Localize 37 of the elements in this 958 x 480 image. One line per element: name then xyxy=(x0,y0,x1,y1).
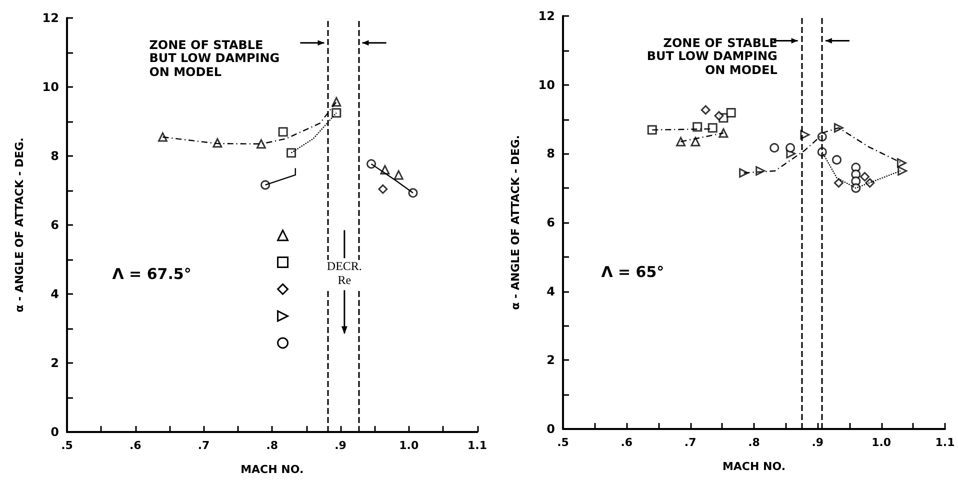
x-tick-label: .9 xyxy=(812,436,824,449)
x-tick-label: .5 xyxy=(61,439,73,452)
x-tick-label: .8 xyxy=(748,436,760,449)
x-tick-label: .5 xyxy=(557,436,569,449)
x-tick-label: 1.1 xyxy=(935,436,955,449)
y-tick-label: 10 xyxy=(42,80,59,94)
x-axis-title: MACH NO. xyxy=(722,460,786,473)
annotation: Λ = 67.5° xyxy=(112,265,192,284)
x-tick-label: .6 xyxy=(620,436,633,449)
y-tick-label: 12 xyxy=(538,9,555,23)
y-tick-label: 2 xyxy=(546,353,555,368)
x-tick-label: .9 xyxy=(334,439,346,452)
x-axis-title: MACH NO. xyxy=(240,463,304,476)
y-tick-label: 4 xyxy=(50,287,59,301)
annotation: ZONE OF STABLE BUT LOW DAMPING ON MODEL xyxy=(646,36,778,78)
y-tick-label: 10 xyxy=(538,78,555,92)
x-tick-label: .7 xyxy=(684,436,696,449)
y-tick-label: 12 xyxy=(42,11,59,25)
annotation: DECR. Re xyxy=(326,259,362,288)
x-tick-label: 1.0 xyxy=(399,439,419,452)
x-tick-label: 1.0 xyxy=(872,436,892,449)
annotation: Λ = 65° xyxy=(601,262,664,282)
annotation: ZONE OF STABLE BUT LOW DAMPING ON MODEL xyxy=(149,38,280,80)
y-axis-title: α - ANGLE OF ATTACK - DEG. xyxy=(13,138,26,312)
y-tick-label: 4 xyxy=(546,284,555,298)
y-tick-label: 0 xyxy=(50,425,59,439)
y-tick-label: 0 xyxy=(546,422,555,436)
y-tick-label: 6 xyxy=(546,216,555,230)
y-tick-label: 8 xyxy=(50,149,59,163)
y-tick-label: 6 xyxy=(50,218,59,232)
y-tick-label: 8 xyxy=(546,146,555,161)
y-axis-title: α - ANGLE OF ATTACK - DEG. xyxy=(509,135,522,310)
x-tick-label: 1.1 xyxy=(468,439,488,452)
x-tick-label: .6 xyxy=(129,439,142,452)
x-tick-label: .8 xyxy=(266,439,278,452)
x-tick-label: .7 xyxy=(198,439,210,452)
y-tick-label: 2 xyxy=(50,356,59,370)
